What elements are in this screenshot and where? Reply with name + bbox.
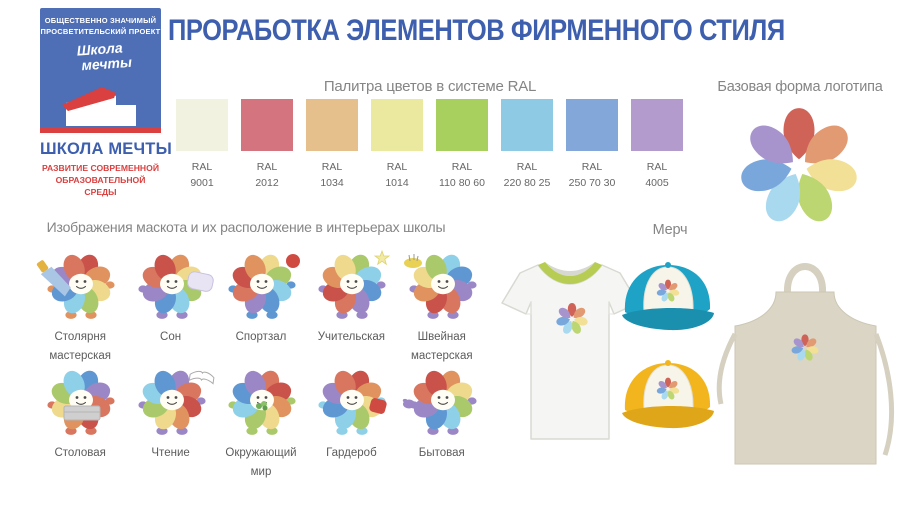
logo-red-base: [40, 127, 161, 133]
pincushion-icon: [403, 254, 422, 268]
mascot-illustration: [318, 370, 387, 435]
ral-swatch: RAL 9001: [176, 99, 228, 192]
clothes-icon: [369, 398, 387, 414]
cap-yellow-merch: [622, 360, 714, 429]
ral-swatch: RAL 250 70 30: [566, 99, 618, 192]
ral-swatch-label: RAL 250 70 30: [568, 161, 616, 189]
mascot-item: Чтение: [125, 364, 215, 482]
ral-swatch: RAL 220 80 25: [501, 99, 553, 192]
mascot-item: Учительская: [306, 248, 396, 366]
mascot-label: Столярня мастерская: [49, 331, 112, 362]
star-icon: [374, 249, 391, 266]
mascot-item: Столовая: [35, 364, 125, 482]
mascot-label: Гардероб: [326, 447, 377, 459]
ral-swatch: RAL 2012: [241, 99, 293, 192]
mascot-label: Учительская: [317, 331, 385, 343]
tshirt-merch: [501, 262, 639, 440]
mascot-item: Бытовая: [397, 364, 487, 482]
logo-shape-heading: Базовая форма логотипа: [717, 79, 883, 95]
mascot-label: Окружающий мир: [225, 447, 297, 478]
ral-swatch: RAL 4005: [631, 99, 683, 192]
project-caption: ОБЩЕСТВЕННО ЗНАЧИМЫЙ ПРОСВЕТИТЕЛЬСКИЙ ПР…: [41, 16, 161, 37]
ral-swatch-label: RAL 2012: [255, 161, 279, 189]
ral-swatch-color: [306, 99, 358, 151]
mascot-illustration: [37, 254, 115, 319]
palette-heading: Палитра цветов в системе RAL: [323, 78, 537, 95]
mascot-item: Швейная мастерская: [397, 248, 487, 366]
org-tagline: РАЗВИТИЕ СОВРЕМЕННОЙ ОБРАЗОВАТЕЛЬНОЙ СРЕ…: [40, 162, 161, 198]
mascot-illustration: [228, 254, 300, 319]
ral-swatch-color: [501, 99, 553, 151]
mascot-illustration: [318, 249, 391, 319]
flower-logo: [741, 108, 857, 222]
ral-swatch-label: RAL 1034: [320, 161, 344, 189]
ral-swatch: RAL 1034: [306, 99, 358, 192]
mascot-illustration: [402, 370, 477, 435]
ral-swatch-row: RAL 9001 RAL 2012 RAL 1034 RAL 1014 RAL 110 80 60…: [176, 99, 683, 192]
mascot-item: Столярня мастерская: [35, 248, 125, 366]
glove-icon: [402, 398, 415, 409]
plant-icon: [255, 401, 268, 411]
ral-swatch-label: RAL 9001: [190, 161, 214, 189]
merch-heading: Мерч: [652, 222, 688, 238]
mascots-heading: Изображения маскота и их расположение в …: [46, 219, 446, 235]
org-tagline-line2: ОБРАЗОВАТЕЛЬНОЙ СРЕДЫ: [55, 175, 146, 198]
saw-icon: [37, 260, 71, 297]
mascot-item: Спортзал: [216, 248, 306, 366]
ral-swatch-color: [566, 99, 618, 151]
mascot-label: Швейная мастерская: [410, 331, 473, 362]
org-name: ШКОЛА МЕЧТЫ: [40, 140, 172, 158]
ral-swatch-label: RAL 220 80 25: [503, 161, 551, 189]
mascot-label: Столовая: [54, 447, 106, 459]
mascot-label: Бытовая: [418, 447, 465, 459]
mascot-row-2: Столовая Чтение Окружающий мир: [35, 364, 487, 482]
cap-teal-merch: [622, 262, 714, 331]
logo-box: ОБЩЕСТВЕННО ЗНАЧИМЫЙ ПРОСВЕТИТЕЛЬСКИЙ ПР…: [40, 8, 161, 133]
mascot-illustration: [403, 254, 477, 319]
ral-swatch-label: RAL 110 80 60: [439, 161, 485, 189]
logo-script-text: Школа мечты: [76, 39, 133, 73]
school-logo: ОБЩЕСТВЕННО ЗНАЧИМЫЙ ПРОСВЕТИТЕЛЬСКИЙ ПР…: [40, 8, 172, 198]
mascot-item: Сон: [125, 248, 215, 366]
mascot-item: Окружающий мир: [216, 364, 306, 482]
book-icon: [188, 370, 214, 385]
ball-icon: [285, 254, 300, 268]
pillow-icon: [186, 271, 214, 292]
ral-swatch-color: [176, 99, 228, 151]
org-tagline-line1: РАЗВИТИЕ СОВРЕМЕННОЙ: [41, 163, 159, 173]
mascot-illustration: [137, 254, 214, 319]
ral-swatch: RAL 110 80 60: [436, 99, 488, 192]
building-icon: [61, 87, 136, 126]
mascot-illustration: [47, 370, 115, 435]
project-caption-line1: ОБЩЕСТВЕННО ЗНАЧИМЫЙ: [44, 16, 157, 25]
ral-swatch-color: [436, 99, 488, 151]
tray-icon: [63, 405, 101, 421]
page-title: ПРОРАБОТКА ЭЛЕМЕНТОВ ФИРМЕННОГО СТИЛЯ: [168, 14, 785, 47]
ral-swatch-color: [631, 99, 683, 151]
ral-swatch-label: RAL 4005: [645, 161, 669, 189]
ral-swatch-color: [241, 99, 293, 151]
mascot-label: Спортзал: [235, 331, 287, 343]
mascot-item: Гардероб: [306, 364, 396, 482]
ral-swatch-color: [371, 99, 423, 151]
ral-swatch-label: RAL 1014: [385, 161, 409, 189]
apron-merch: [716, 263, 895, 465]
mascot-row-1: Столярня мастерская Сон Спортзал: [35, 248, 487, 366]
ral-swatch: RAL 1014: [371, 99, 423, 192]
project-caption-line2: ПРОСВЕТИТЕЛЬСКИЙ ПРОЕКТ: [40, 26, 161, 36]
mascot-label: Чтение: [151, 447, 190, 459]
mascot-label: Сон: [160, 331, 182, 343]
mascot-illustration: [137, 370, 214, 435]
mascot-illustration: [228, 370, 296, 435]
